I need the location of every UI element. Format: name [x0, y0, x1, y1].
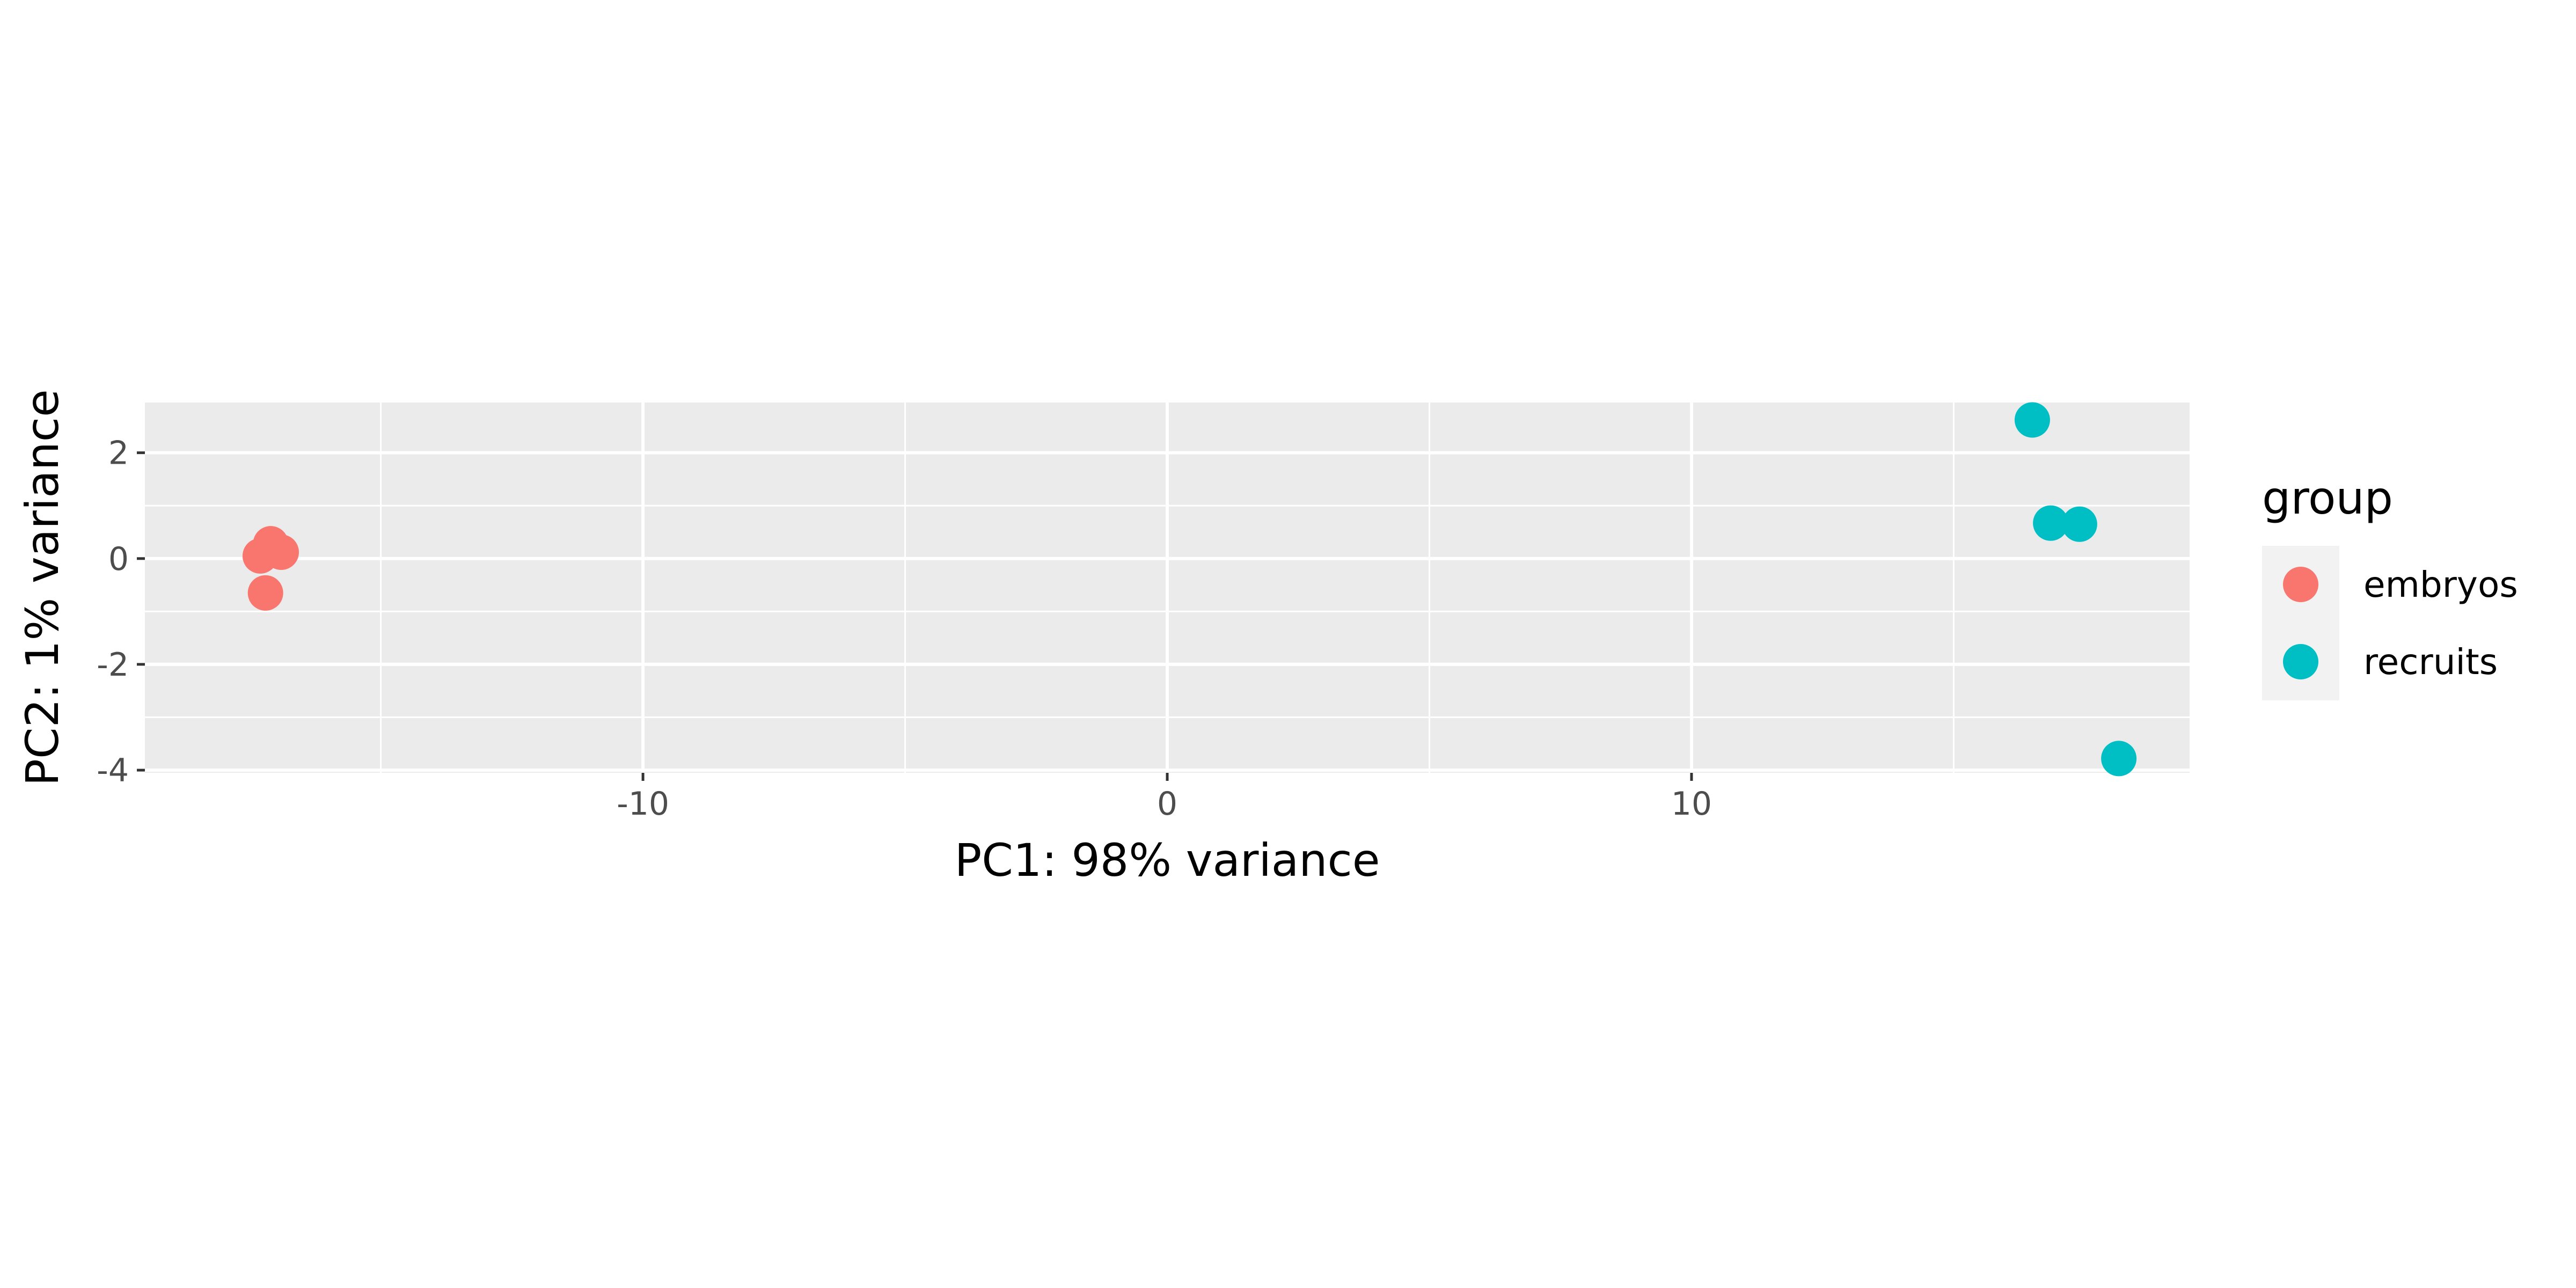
point-recruits: [2061, 506, 2097, 542]
y-tick-label: -2: [97, 646, 129, 684]
legend: group embryos recruits: [2262, 472, 2518, 700]
y-axis: -4 -2 0 2: [97, 435, 145, 789]
legend-label-embryos: embryos: [2363, 564, 2518, 605]
legend-label-recruits: recruits: [2363, 641, 2498, 683]
point-recruits: [2014, 402, 2050, 438]
y-tick-label: -4: [97, 752, 129, 789]
x-axis-title: PC1: 98% variance: [955, 834, 1380, 887]
point-embryos: [247, 575, 283, 611]
data-points: [242, 402, 2137, 777]
y-tick-label: 0: [108, 540, 129, 578]
point-recruits: [2101, 741, 2137, 777]
major-gridlines: [145, 402, 2190, 773]
point-recruits: [2033, 505, 2069, 541]
x-axis: -10 0 10: [617, 773, 1712, 823]
y-axis-title: PC2: 1% variance: [16, 389, 69, 786]
legend-key-embryos: [2283, 567, 2318, 602]
y-tick-label: 2: [108, 435, 129, 472]
point-embryos: [253, 526, 289, 562]
x-tick-label: 10: [1671, 785, 1712, 823]
x-tick-label: -10: [617, 785, 669, 823]
x-tick-label: 0: [1157, 785, 1177, 823]
legend-key-recruits: [2283, 644, 2318, 679]
legend-title: group: [2262, 472, 2393, 524]
